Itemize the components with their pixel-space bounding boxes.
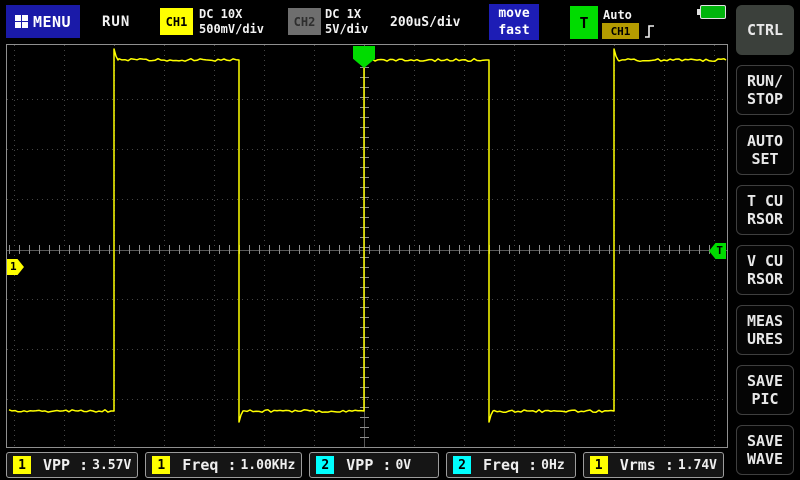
ch1-number-badge: 1 <box>152 456 171 474</box>
sidebar-button-vcu-rsor[interactable]: V CU RSOR <box>736 245 794 295</box>
measurement-value: 1.74V <box>677 457 718 473</box>
rising-edge-icon <box>645 25 654 38</box>
measurement-label: VPP : <box>43 456 89 474</box>
top-bar: MENU RUN CH1 DC 10X 500mV/div CH2 DC 1X 5V… <box>0 0 728 44</box>
measurement-value: 0Hz <box>541 457 565 473</box>
measurement-label: Vrms : <box>619 456 674 474</box>
acquisition-status: RUN <box>102 14 131 30</box>
menu-grid-icon <box>14 15 28 28</box>
ch1-scale: 500mV/div <box>199 22 265 36</box>
ch1-badge[interactable]: CH1 <box>160 8 193 35</box>
trigger-level-marker[interactable]: T <box>709 243 726 259</box>
ch2-scale: 5V/div <box>325 22 369 36</box>
sidebar-button-save-pic[interactable]: SAVE PIC <box>736 365 794 415</box>
move-fast-line1: move <box>498 6 530 21</box>
measurement-vpp-ch2: 2 VPP : 0V <box>309 452 439 478</box>
measurement-label: VPP : <box>346 456 392 474</box>
ch2-number-badge: 2 <box>452 456 471 474</box>
trigger-source-badge[interactable]: CH1 <box>602 23 639 39</box>
sidebar-button-auto-set[interactable]: AUTO SET <box>736 125 794 175</box>
ch2-settings: DC 1X 5V/div <box>325 7 368 37</box>
move-fast-button[interactable]: move fast <box>489 4 539 40</box>
menu-button[interactable]: MENU <box>6 5 80 38</box>
waveform-display-area: 1 T <box>6 44 728 448</box>
measurement-freq-ch2: 2 Freq : 0Hz <box>445 452 576 478</box>
ch2-coupling: DC 1X <box>325 7 362 21</box>
measurement-vpp-ch1: 1 VPP : 3.57V <box>6 452 139 478</box>
trigger-mode: Auto <box>603 8 632 22</box>
ch2-badge[interactable]: CH2 <box>288 8 321 35</box>
ch1-settings: DC 10X 500mV/div <box>199 7 264 37</box>
sidebar-menu: CTRL RUN/ STOP AUTO SET T CU RSOR V CU RSOR M… <box>728 0 800 480</box>
measurement-value: 1.00KHz <box>240 457 296 473</box>
trigger-badge[interactable]: T <box>570 6 598 39</box>
sidebar-button-meas-ures[interactable]: MEAS URES <box>736 305 794 355</box>
measurement-vrms-ch1: 1 Vrms : 1.74V <box>582 452 725 478</box>
ch2-number-badge: 2 <box>316 456 335 474</box>
battery-icon <box>697 5 726 19</box>
ch1-waveform-trace <box>8 48 727 423</box>
ch1-number-badge: 1 <box>13 456 31 474</box>
sidebar-button-ctrl[interactable]: CTRL <box>736 5 794 55</box>
measurement-value: 0V <box>395 457 412 473</box>
move-fast-line2: fast <box>498 23 530 38</box>
measurement-value: 3.57V <box>92 457 132 473</box>
sidebar-button-run-stop[interactable]: RUN/ STOP <box>736 65 794 115</box>
measurement-label: Freq : <box>482 456 538 474</box>
ch1-coupling: DC 10X <box>199 7 243 21</box>
sidebar-button-tcu-rsor[interactable]: T CU RSOR <box>736 185 794 235</box>
timebase-setting[interactable]: 200uS/div <box>390 15 461 30</box>
measurement-label: Freq : <box>182 456 237 474</box>
ch1-position-marker[interactable]: 1 <box>7 259 24 275</box>
measurement-bar: 1 VPP : 3.57V 1 Freq : 1.00KHz 2 VPP : 0… <box>6 452 725 478</box>
trigger-position-marker[interactable] <box>353 46 375 68</box>
menu-label: MENU <box>32 12 72 31</box>
measurement-freq-ch1: 1 Freq : 1.00KHz <box>145 452 303 478</box>
ch1-number-badge: 1 <box>589 456 608 474</box>
sidebar-button-save-wave[interactable]: SAVE WAVE <box>736 425 794 475</box>
